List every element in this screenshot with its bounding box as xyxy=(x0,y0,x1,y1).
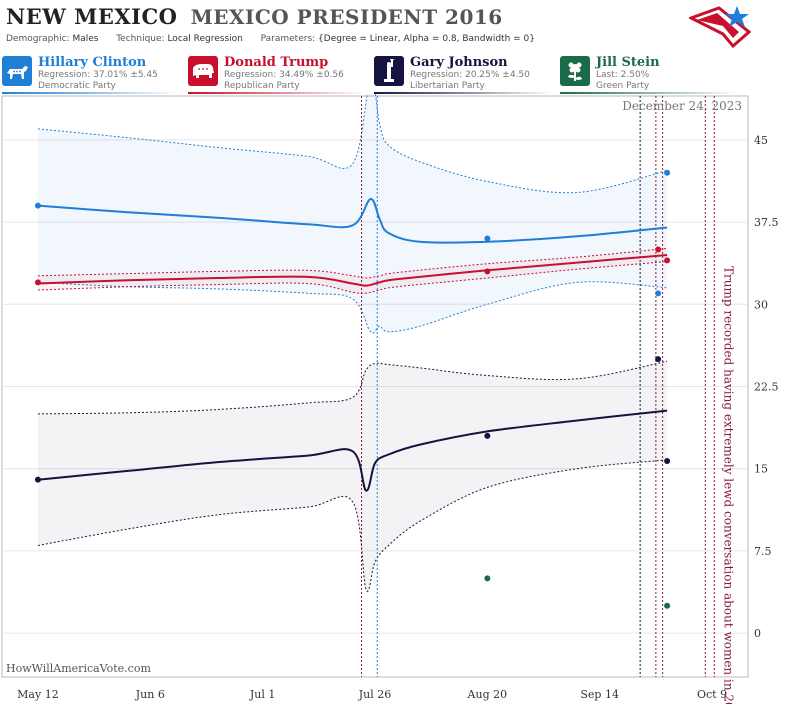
event-annotation: Trump recorded having extremely lewd con… xyxy=(721,266,735,704)
chart-date-label: December 24, 2023 xyxy=(622,99,742,113)
donkey-icon xyxy=(2,56,32,86)
poll-point xyxy=(655,356,662,363)
regression-line xyxy=(37,254,668,287)
poll-chart: 0 7.5 15 22.5 30 37.5 45 May 12 Jun 6 Jul 1 Jul 26… xyxy=(1,94,779,704)
candidate-regression: Regression: 20.25% ±4.50 xyxy=(410,70,530,80)
candidate-party: Green Party xyxy=(596,81,650,91)
confidence-band xyxy=(38,361,668,592)
candidate-name: Jill Stein xyxy=(596,55,660,70)
candidate-underline xyxy=(374,92,552,94)
poll-point xyxy=(484,575,491,582)
technique-label: Technique: xyxy=(116,34,165,44)
regression-line xyxy=(37,198,668,244)
y-tick-label: 37.5 xyxy=(754,216,779,229)
site-label: HowWillAmericaVote.com xyxy=(6,662,151,675)
band-lower-line xyxy=(37,281,668,334)
y-tick-label: 45 xyxy=(754,134,768,147)
demographic-value: Males xyxy=(72,34,99,44)
poll-point xyxy=(34,279,41,286)
demographic-label: Demographic: xyxy=(6,34,70,44)
candidate-party: Libertarian Party xyxy=(410,81,485,91)
candidate-regression: Regression: 37.01% ±5.45 xyxy=(38,70,158,80)
band-upper-line xyxy=(37,360,668,415)
candidate-party: Republican Party xyxy=(224,81,300,91)
candidate-underline xyxy=(560,92,738,94)
site-logo[interactable] xyxy=(689,4,751,48)
parameters-label: Parameters: xyxy=(260,34,316,44)
poll-point xyxy=(484,235,491,242)
poll-point xyxy=(655,246,662,253)
x-tick-label: Jul 1 xyxy=(249,688,276,701)
x-tick-label: Oct 9 xyxy=(697,688,727,701)
poll-point xyxy=(664,458,671,465)
candidate-party: Democratic Party xyxy=(38,81,116,91)
candidate-stein[interactable]: Jill Stein Last: 2.50% Green Party xyxy=(560,54,738,94)
poll-point xyxy=(664,257,671,264)
x-tick-label: Sep 14 xyxy=(580,688,619,701)
technique-value: Local Regression xyxy=(167,34,243,44)
confidence-band xyxy=(38,248,668,294)
poll-point xyxy=(484,432,491,439)
candidate-last: Last: 2.50% xyxy=(596,70,650,80)
candidate-johnson[interactable]: Gary Johnson Regression: 20.25% ±4.50 Li… xyxy=(374,54,552,94)
candidate-regression: Regression: 34.49% ±0.56 xyxy=(224,70,344,80)
band-lower-line xyxy=(37,459,668,592)
y-tick-label: 22.5 xyxy=(754,381,779,394)
x-tick-label: Jun 6 xyxy=(135,688,165,701)
regression-line xyxy=(37,409,668,492)
poll-point xyxy=(664,602,671,609)
poll-point xyxy=(664,169,671,176)
state-title: NEW MEXICO xyxy=(6,4,178,29)
candidate-name: Hillary Clinton xyxy=(38,55,147,70)
page-title: NEW MEXICO MEXICO PRESIDENT 2016 xyxy=(6,4,503,29)
candidate-underline xyxy=(2,92,180,94)
candidate-name: Gary Johnson xyxy=(410,55,508,70)
candidate-underline xyxy=(188,92,366,94)
band-lower-line xyxy=(37,261,668,295)
poll-point xyxy=(34,476,41,483)
y-tick-label: 0 xyxy=(754,627,761,640)
poll-point xyxy=(34,202,41,209)
x-tick-label: Aug 20 xyxy=(467,688,508,701)
poll-point xyxy=(484,268,491,275)
band-upper-line xyxy=(37,247,668,279)
y-tick-label: 30 xyxy=(754,298,768,311)
poll-point xyxy=(655,290,662,297)
band-upper-line xyxy=(37,94,668,194)
confidence-band xyxy=(38,94,668,333)
race-title: MEXICO PRESIDENT 2016 xyxy=(190,5,503,29)
parameters-row: Demographic: Males Technique: Local Regr… xyxy=(6,34,535,44)
candidate-name: Donald Trump xyxy=(224,55,329,70)
candidate-trump[interactable]: Donald Trump Regression: 34.49% ±0.56 Re… xyxy=(188,54,366,94)
x-tick-label: May 12 xyxy=(17,688,59,701)
elephant-icon xyxy=(188,56,218,86)
candidate-clinton[interactable]: Hillary Clinton Regression: 37.01% ±5.45… xyxy=(2,54,180,94)
y-tick-label: 7.5 xyxy=(754,545,772,558)
x-tick-label: Jul 26 xyxy=(358,688,392,701)
flower-icon xyxy=(560,56,590,86)
liberty-icon xyxy=(374,56,404,86)
parameters-value: {Degree = Linear, Alpha = 0.8, Bandwidth… xyxy=(318,34,536,44)
y-tick-label: 15 xyxy=(754,463,768,476)
